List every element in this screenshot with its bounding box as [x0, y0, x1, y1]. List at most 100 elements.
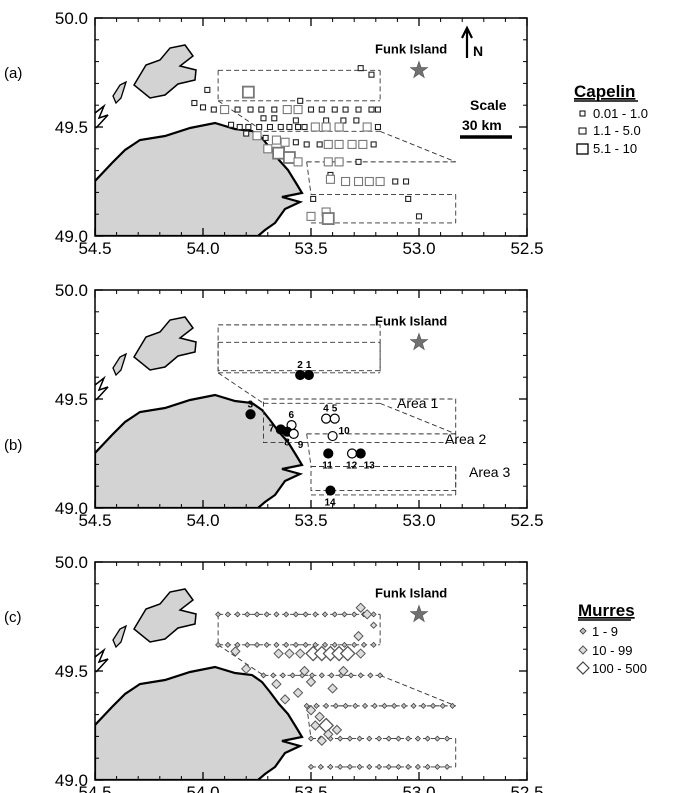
station-label: 11 [322, 461, 333, 472]
capelin-symbol [303, 141, 310, 148]
capelin-symbol [266, 123, 274, 131]
murre-symbol [424, 735, 431, 742]
murre-symbol [302, 641, 309, 648]
capelin-legend-item-2: 1.1 - 5.0 [593, 123, 641, 138]
murre-symbol [271, 678, 282, 690]
murre-symbol [424, 763, 431, 770]
station-label: 1 [306, 360, 312, 371]
funk-island-star [409, 604, 429, 623]
peninsula-landmass [133, 316, 197, 371]
capelin-symbol [245, 123, 252, 131]
funk-island-label: Funk Island [375, 41, 447, 56]
murre-symbol [308, 763, 314, 770]
funk-island-label: Funk Island [375, 585, 447, 600]
murre-symbol [230, 646, 241, 657]
murre-symbol [337, 735, 344, 742]
capelin-symbol [301, 123, 308, 131]
x-tick-label: 53.5 [294, 239, 327, 258]
murre-symbol [279, 672, 286, 679]
capelin-symbol [357, 65, 364, 72]
murre-symbol [263, 611, 270, 618]
station-label: 8 [284, 438, 290, 449]
murre-symbol [353, 630, 364, 642]
capelin-symbol [370, 141, 377, 148]
murre-symbol [376, 735, 383, 742]
capelin-symbol [374, 123, 382, 131]
capelin-symbol [353, 117, 360, 124]
murre-symbol [279, 694, 291, 705]
murre-symbol [314, 711, 325, 722]
newfoundland-landmass [95, 393, 304, 508]
capelin-symbol [341, 176, 351, 187]
murre-symbol [331, 641, 338, 648]
x-tick-label: 52.5 [510, 511, 543, 530]
murre-symbol [346, 735, 353, 742]
murre-symbol [346, 763, 353, 770]
transect-connector [379, 130, 456, 163]
x-tick-label: 52.5 [510, 783, 543, 793]
capelin-symbol [355, 106, 362, 113]
murre-symbol [385, 735, 392, 742]
murre-symbol [341, 641, 348, 648]
capelin-symbol [271, 135, 281, 145]
station-label: 2 [297, 360, 303, 371]
capelin-symbol [252, 131, 262, 141]
area-2-label: Area 2 [445, 431, 486, 447]
murre-symbol [244, 611, 251, 618]
murre-symbol [444, 763, 451, 770]
station-marker [329, 413, 340, 424]
north-arrow-icon [461, 25, 473, 58]
murre-symbol [430, 702, 437, 709]
murre-symbol [263, 641, 270, 648]
station-label: 13 [364, 461, 376, 472]
x-tick-label: 53.0 [402, 783, 435, 793]
capelin-symbol [258, 106, 265, 113]
scale-distance: 30 km [462, 117, 502, 133]
murre-symbol [366, 763, 373, 770]
capelin-legend: Capelin 0.01 - 1.0 1.1 - 5.0 5.1 - 10 [574, 82, 648, 156]
murre-symbol [338, 665, 349, 677]
station-marker [325, 485, 336, 496]
western-coastline [95, 103, 109, 129]
murre-symbol [361, 609, 373, 620]
murre-symbol [355, 648, 366, 659]
capelin-symbol [321, 212, 335, 225]
capelin-symbol [210, 106, 217, 113]
murre-symbol [367, 672, 374, 679]
transect-connector [306, 161, 312, 195]
murre-symbol [322, 641, 329, 648]
capelin-symbol [292, 117, 299, 124]
area-1-label: Area 1 [397, 395, 438, 411]
station-label: 4 [323, 404, 329, 415]
x-tick-label: 53.5 [294, 783, 327, 793]
murre-symbol [305, 705, 317, 716]
panel-label: (b) [4, 437, 22, 454]
capelin-symbol [293, 157, 303, 167]
small-island [112, 80, 128, 105]
murre-symbol [328, 672, 335, 679]
station-marker [327, 430, 338, 442]
panel-label: (c) [4, 609, 22, 626]
murre-symbol [377, 672, 384, 679]
murre-symbol [327, 683, 338, 694]
station-marker [355, 448, 366, 459]
north-label: N [473, 43, 483, 59]
capelin-symbol [307, 106, 315, 113]
capelin-symbol [204, 86, 211, 93]
funk-island-label: Funk Island [375, 313, 447, 328]
capelin-symbol [220, 105, 230, 115]
murre-symbol [331, 724, 343, 736]
murre-symbol [308, 735, 314, 742]
y-tick-label: 49.0 [55, 227, 88, 246]
capelin-symbol [323, 117, 330, 124]
murre-symbol [309, 672, 316, 679]
transect-connector [217, 372, 264, 404]
capelin-symbol [310, 122, 320, 132]
capelin-symbol [362, 122, 372, 132]
murre-symbol [284, 648, 295, 659]
capelin-symbol [323, 139, 333, 149]
capelin-symbol [358, 139, 368, 149]
capelin-symbol [262, 134, 269, 141]
newfoundland-landmass [95, 665, 304, 780]
capelin-symbol [297, 97, 304, 104]
